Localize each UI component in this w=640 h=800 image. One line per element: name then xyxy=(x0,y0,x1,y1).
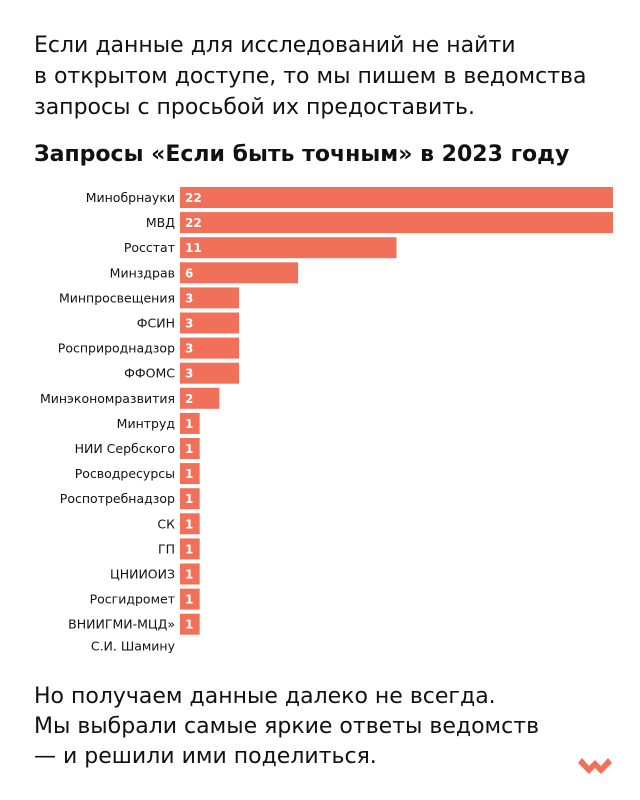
bar xyxy=(180,438,200,459)
bar-value-label: 2 xyxy=(185,392,193,406)
category-label: ГП xyxy=(158,541,175,556)
bar-value-label: 1 xyxy=(185,467,193,481)
category-label: С.И. Шамину xyxy=(91,639,176,654)
outro-text: Но получаем данные далеко не всегда. Мы … xyxy=(34,682,594,772)
bar xyxy=(180,237,397,259)
bar-value-label: 3 xyxy=(185,367,193,381)
category-label: ВНИИГМИ-МЦД» xyxy=(68,617,175,632)
bar xyxy=(180,362,240,384)
category-label: МВД xyxy=(146,215,175,230)
bar-value-label: 3 xyxy=(185,291,193,305)
category-label: Минэкономразвития xyxy=(40,391,175,406)
bar xyxy=(180,488,200,510)
bar xyxy=(180,513,200,535)
intro-text: Если данные для исследований не найти в … xyxy=(34,30,614,123)
category-label: Роспотребнадзор xyxy=(60,491,175,506)
bar-chart: 22Минобрнауки22МВД11Росстат6Минздрав3Мин… xyxy=(40,187,613,654)
category-label: ФФОМС xyxy=(124,366,175,381)
category-label: Минобрнауки xyxy=(86,190,175,205)
intro-line: запросы с просьбой их предоставить. xyxy=(34,95,476,120)
category-label: Росстат xyxy=(124,240,175,255)
category-label: Росприроднадзор xyxy=(58,341,175,356)
bar xyxy=(180,563,200,585)
bar xyxy=(180,588,200,610)
category-label: НИИ Сербского xyxy=(75,441,175,456)
bar-value-label: 1 xyxy=(185,417,193,431)
bar xyxy=(180,287,240,309)
bar xyxy=(180,463,200,485)
category-label: ЦНИИОИЗ xyxy=(110,567,175,582)
category-label: СК xyxy=(157,516,175,531)
bar-value-label: 22 xyxy=(185,191,202,205)
intro-line: в открытом доступе, то мы пишем в ведомс… xyxy=(34,64,587,89)
bar xyxy=(180,262,299,284)
bar-value-label: 11 xyxy=(185,241,202,255)
category-label: Минздрав xyxy=(110,265,175,280)
bar-value-label: 1 xyxy=(185,517,193,531)
category-label: Минпросвещения xyxy=(59,290,175,305)
bar-value-label: 1 xyxy=(185,618,193,632)
category-label: Росводресурсы xyxy=(75,466,175,481)
intro-line: Если данные для исследований не найти xyxy=(34,33,516,58)
bar-value-label: 1 xyxy=(185,442,193,456)
category-label: Минтруд xyxy=(117,416,175,431)
bar xyxy=(180,387,220,409)
category-label: ФСИН xyxy=(137,316,175,331)
bar xyxy=(180,187,613,208)
bar-value-label: 1 xyxy=(185,492,193,506)
bar-value-label: 3 xyxy=(185,342,193,356)
bar-value-label: 1 xyxy=(185,593,193,607)
bar xyxy=(180,212,613,234)
bar-value-label: 6 xyxy=(185,266,193,280)
category-label: Росгидромет xyxy=(90,592,175,607)
heart-logo-icon xyxy=(578,758,612,774)
chart-title: Запросы «Если быть точным» в 2023 году xyxy=(34,142,570,167)
outro-line: Мы выбрали самые яркие ответы ведомств xyxy=(34,714,540,739)
bar xyxy=(180,337,240,359)
bar xyxy=(180,312,240,334)
bar-value-label: 1 xyxy=(185,542,193,556)
bar-value-label: 3 xyxy=(185,317,193,331)
bar xyxy=(180,613,200,635)
bar-value-label: 1 xyxy=(185,568,193,582)
bar-value-label: 22 xyxy=(185,216,202,230)
outro-line: — и решили ими поделиться. xyxy=(34,744,377,769)
bar xyxy=(180,538,200,560)
outro-line: Но получаем данные далеко не всегда. xyxy=(34,684,496,709)
bar xyxy=(180,412,200,434)
